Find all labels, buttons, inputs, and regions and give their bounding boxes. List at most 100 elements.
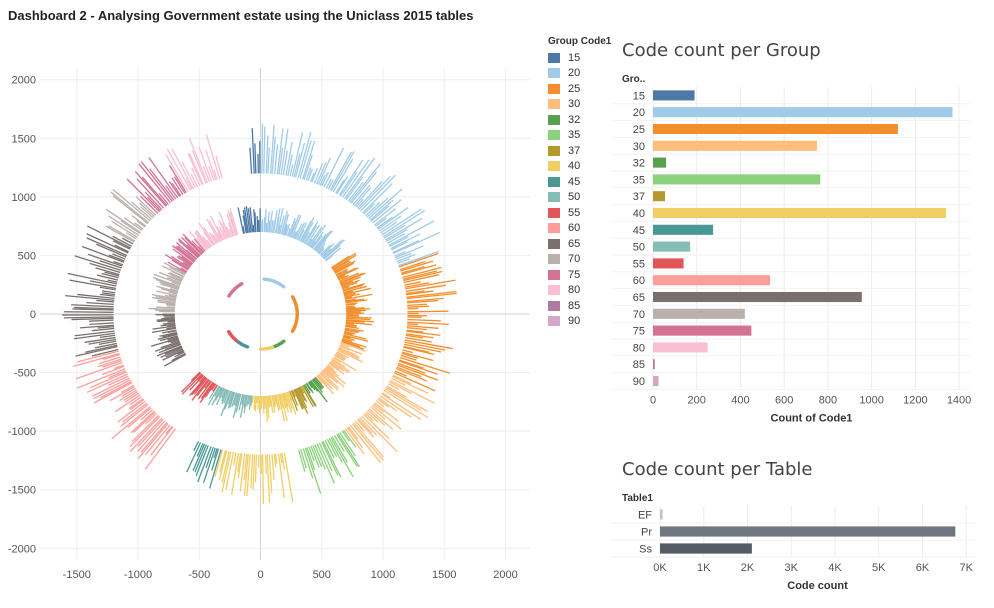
legend-item[interactable]: 45	[548, 174, 611, 190]
radial-bar	[167, 329, 177, 333]
radial-bar	[261, 123, 264, 174]
radial-bar	[332, 158, 354, 193]
radial-bar	[406, 292, 457, 300]
radial-bar	[77, 350, 119, 363]
radial-bar	[102, 365, 125, 376]
radial-bar	[363, 413, 390, 440]
group-legend[interactable]: Group Code1 15 20 25 30 32 35 37 40 45 50 55 60 65 70…	[548, 36, 611, 329]
radial-bar	[203, 226, 216, 245]
radial-bar	[385, 386, 429, 413]
radial-bar	[382, 210, 425, 238]
radial-bar	[252, 454, 256, 490]
legend-swatch	[548, 254, 560, 265]
legend-item[interactable]: 20	[548, 66, 611, 82]
radial-bar	[405, 333, 434, 339]
legend-item[interactable]: 80	[548, 283, 611, 299]
radial-chart[interactable]: -1500 -1000 -500 0 500 1000 1500 2000 2000 1500 10…	[0, 60, 545, 600]
radial-bar	[392, 231, 440, 255]
radial-bar	[156, 290, 178, 297]
radial-bar	[219, 450, 227, 473]
legend-item[interactable]: 60	[548, 221, 611, 237]
radial-bar	[346, 316, 372, 319]
radial-bar	[227, 391, 234, 405]
radial-bar	[310, 380, 328, 403]
legend-item[interactable]: 75	[548, 267, 611, 283]
legend-item[interactable]: 55	[548, 205, 611, 221]
legend-swatch	[548, 99, 560, 110]
legend-item[interactable]: 70	[548, 252, 611, 268]
radial-bar	[140, 161, 173, 202]
radial-bar	[192, 443, 206, 471]
radial-bar	[268, 395, 272, 407]
radial-bar	[346, 309, 366, 312]
radial-bar	[388, 381, 413, 395]
radial-bar	[193, 441, 199, 452]
radial-bar	[311, 235, 323, 249]
radial-bar	[266, 211, 270, 233]
radial-bar	[99, 334, 116, 339]
legend-item[interactable]: 90	[548, 314, 611, 330]
legend-item[interactable]: 37	[548, 143, 611, 159]
radial-bar	[287, 217, 296, 237]
radial-bar	[320, 371, 339, 389]
legend-item[interactable]: 25	[548, 81, 611, 97]
radial-bar	[140, 409, 154, 421]
radial-bar	[86, 237, 128, 257]
radial-bar	[398, 360, 438, 375]
radial-bar	[160, 283, 179, 290]
radial-bar	[241, 394, 245, 405]
radial-bar	[311, 168, 318, 183]
x-tick-label: 0	[650, 394, 656, 406]
radial-bar	[309, 172, 315, 183]
radial-bar	[216, 226, 225, 241]
legend-item[interactable]: 65	[548, 236, 611, 252]
group-bar-chart[interactable]: 0 200 400 600 800 1000 1200 1400 Count of Code1 G…	[610, 70, 990, 435]
radial-bar	[254, 143, 257, 174]
x-tick-label: 1400	[947, 394, 971, 406]
radial-bar	[356, 419, 375, 438]
legend-item[interactable]: 32	[548, 112, 611, 128]
radial-bar	[324, 247, 341, 261]
radial-bar	[140, 195, 159, 214]
legend-item[interactable]: 35	[548, 128, 611, 144]
x-axis-label: Code count	[787, 580, 848, 592]
radial-bar	[287, 154, 293, 177]
radial-bar	[200, 381, 214, 399]
legend-item[interactable]: 30	[548, 97, 611, 113]
radial-bar	[226, 226, 232, 238]
radial-bar	[406, 299, 438, 304]
radial-bar	[399, 359, 424, 369]
bar	[653, 224, 714, 235]
radial-bar	[243, 454, 249, 496]
dashboard-title: Dashboard 2 - Analysing Government estat…	[8, 8, 474, 23]
bar	[653, 308, 745, 319]
radial-bar	[76, 368, 126, 389]
radial-bar	[246, 395, 250, 407]
radial-bar	[298, 386, 308, 403]
x-tick-label: 1200	[903, 394, 927, 406]
legend-item[interactable]: 15	[548, 50, 611, 66]
radial-bar	[376, 216, 393, 229]
radial-bar	[99, 260, 122, 269]
table-bar-chart[interactable]: 0K 1K 2K 3K 4K 5K 6K 7K Code count Table1 EF Pr Ss	[610, 488, 990, 603]
radial-bar	[302, 384, 316, 407]
radial-bar	[188, 230, 207, 252]
radial-bar	[154, 309, 175, 312]
legend-item[interactable]: 40	[548, 159, 611, 175]
radial-bar	[342, 336, 356, 341]
radial-bar	[212, 384, 218, 392]
radial-bar	[282, 150, 289, 176]
radial-bar	[358, 175, 391, 211]
category-label: 35	[633, 174, 645, 186]
legend-item[interactable]: 50	[548, 190, 611, 206]
radial-bar	[194, 444, 207, 473]
legend-item[interactable]: 85	[548, 298, 611, 314]
radial-bar	[333, 435, 345, 452]
radial-bar	[270, 220, 274, 233]
radial-bar	[182, 233, 203, 255]
radial-bar	[117, 400, 146, 423]
radial-bar	[369, 199, 394, 221]
radial-bar	[150, 426, 174, 456]
radial-bar	[229, 212, 238, 236]
radial-bar	[191, 378, 210, 401]
